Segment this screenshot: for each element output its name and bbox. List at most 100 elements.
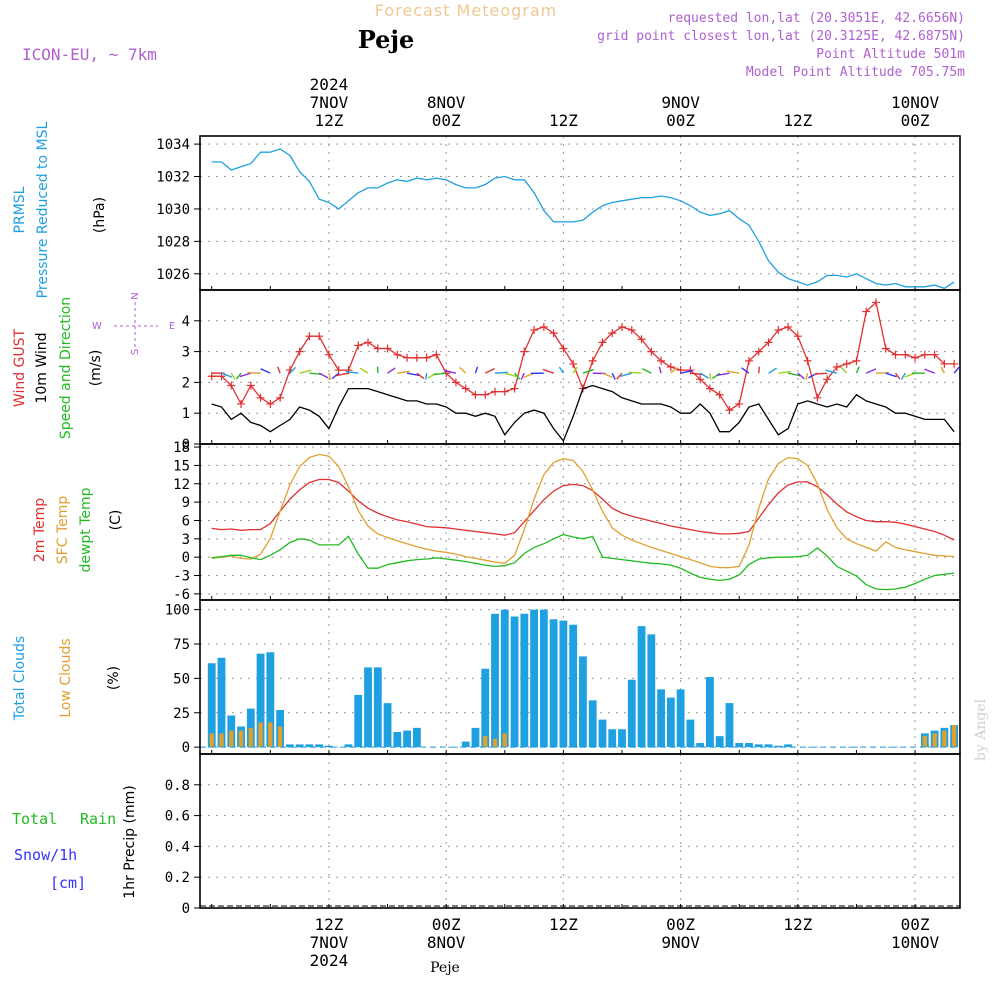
temperature-ytick-label: -3 bbox=[173, 569, 190, 585]
clouds-bar-low-clouds bbox=[932, 733, 937, 748]
top-time-label: 00Z bbox=[901, 111, 930, 130]
wind-gust-marker bbox=[246, 381, 255, 390]
wind-barb bbox=[699, 372, 709, 379]
wind-barb bbox=[221, 372, 233, 378]
wind-gust-marker bbox=[539, 322, 548, 331]
temperature-line-2m-temp bbox=[211, 478, 955, 541]
top-time-label: 00Z bbox=[666, 111, 695, 130]
pressure-label-2: Pressure Reduced to MSL bbox=[35, 121, 51, 298]
wind-barb bbox=[680, 369, 693, 374]
clouds-bar-total-clouds bbox=[745, 743, 753, 748]
clouds-bar-total-clouds bbox=[373, 667, 382, 748]
wind-gust-marker bbox=[227, 381, 236, 390]
wind-barb bbox=[558, 366, 564, 374]
wind-label-dir: Speed and Direction bbox=[58, 297, 74, 439]
wind-barb bbox=[542, 368, 554, 374]
clouds-bar-low-clouds bbox=[268, 722, 273, 748]
wind-barb bbox=[840, 366, 848, 374]
wind-line-wind-gust bbox=[211, 301, 955, 411]
wind-barb bbox=[443, 369, 457, 374]
wind-barb bbox=[520, 372, 525, 380]
wind-ytick-label: 0 bbox=[182, 437, 190, 453]
wind-barb bbox=[239, 372, 252, 378]
wind-barb bbox=[805, 372, 809, 380]
temp-label-dewpt: dewpt Temp bbox=[78, 487, 94, 572]
bottom-time-label: 9NOV bbox=[661, 933, 700, 952]
clouds-bar-low-clouds bbox=[238, 730, 244, 748]
clouds-bar-total-clouds bbox=[706, 677, 714, 748]
wind-barb bbox=[328, 373, 331, 380]
clouds-bar-total-clouds bbox=[774, 745, 783, 748]
pressure-ytick-label: 1030 bbox=[156, 202, 190, 218]
temp-label-sfc: SFC Temp bbox=[55, 496, 71, 565]
wind-gust-marker bbox=[871, 298, 880, 307]
wind-barb bbox=[289, 366, 297, 374]
wind-barb bbox=[359, 367, 369, 374]
precip-label-snow: Snow/1h bbox=[14, 846, 77, 864]
gridpoint-coords: grid point closest lon,lat (20.3125E, 42… bbox=[597, 29, 965, 44]
clouds-bar-total-clouds bbox=[520, 613, 529, 748]
precip-label-total: Total bbox=[12, 810, 57, 828]
wind-barb bbox=[670, 366, 678, 374]
top-time-label: 9NOV bbox=[661, 93, 700, 112]
wind-gust-marker bbox=[657, 356, 666, 365]
wind-gust-marker bbox=[666, 363, 675, 371]
clouds-bar-low-clouds bbox=[258, 722, 263, 748]
bottom-time-label: 10NOV bbox=[891, 933, 940, 952]
pressure-ytick-label: 1026 bbox=[156, 267, 190, 283]
wind-gust-marker bbox=[588, 356, 597, 365]
clouds-label-low: Low Clouds bbox=[58, 638, 74, 717]
wind-gust-marker bbox=[295, 347, 304, 356]
wind-barb bbox=[611, 372, 616, 380]
wind-barb bbox=[768, 367, 778, 374]
wind-gust-marker bbox=[530, 326, 539, 335]
clouds-bar-total-clouds bbox=[461, 741, 470, 748]
temperature-ytick-label: 15 bbox=[173, 458, 190, 474]
clouds-bar-total-clouds bbox=[344, 744, 353, 748]
wind-gust-marker bbox=[627, 326, 636, 335]
wind-gust-marker bbox=[832, 363, 841, 371]
clouds-bar-low-clouds bbox=[922, 736, 927, 748]
bottom-time-label: 2024 bbox=[310, 951, 349, 970]
precip-label-rain: Rain bbox=[80, 810, 116, 828]
clouds-bar-total-clouds bbox=[266, 652, 275, 748]
top-time-label: 2024 bbox=[310, 75, 349, 94]
wind-barb bbox=[235, 372, 242, 380]
clouds-bar-total-clouds bbox=[579, 656, 587, 748]
wind-gust-marker bbox=[647, 347, 656, 356]
bottom-time-label: 7NOV bbox=[310, 933, 349, 952]
wind-label-gust: Wind GUST bbox=[12, 328, 28, 407]
wind-gust-marker bbox=[950, 359, 959, 368]
wind-barb bbox=[940, 366, 945, 374]
top-time-label: 00Z bbox=[432, 111, 461, 130]
wind-gust-marker bbox=[764, 338, 773, 347]
wind-gust-marker bbox=[930, 350, 939, 359]
wind-gust-marker bbox=[569, 359, 578, 368]
clouds-bar-total-clouds bbox=[549, 619, 558, 748]
wind-barb bbox=[616, 372, 623, 380]
wind-gust-marker bbox=[481, 390, 490, 399]
wind-gust-marker bbox=[715, 390, 724, 399]
precip-unit: 1hr Precip (mm) bbox=[122, 785, 138, 898]
temperature-line-dewpt-temp bbox=[211, 533, 955, 591]
requested-coords: requested lon,lat (20.3051E, 42.6656N) bbox=[668, 11, 965, 26]
wind-barb bbox=[797, 372, 805, 380]
wind-barb bbox=[416, 372, 425, 380]
footer-location: Peje bbox=[430, 960, 460, 976]
clouds-bar-total-clouds bbox=[676, 689, 685, 748]
wind-gust-marker bbox=[344, 366, 353, 375]
forecast-title: Forecast Meteogram bbox=[375, 1, 557, 20]
clouds-bar-total-clouds bbox=[627, 679, 636, 748]
clouds-bar-low-clouds bbox=[951, 725, 957, 748]
wind-barb bbox=[582, 368, 594, 374]
clouds-bar-low-clouds bbox=[229, 730, 234, 748]
wind-gust-marker bbox=[608, 329, 617, 338]
wind-gust-marker bbox=[324, 350, 333, 359]
wind-gust-marker bbox=[598, 338, 607, 347]
wind-barb bbox=[924, 368, 935, 374]
temperature-ytick-label: 3 bbox=[182, 532, 190, 548]
wind-barb bbox=[299, 369, 312, 374]
wind-barb bbox=[717, 372, 730, 376]
wind-gust-marker bbox=[725, 406, 734, 415]
